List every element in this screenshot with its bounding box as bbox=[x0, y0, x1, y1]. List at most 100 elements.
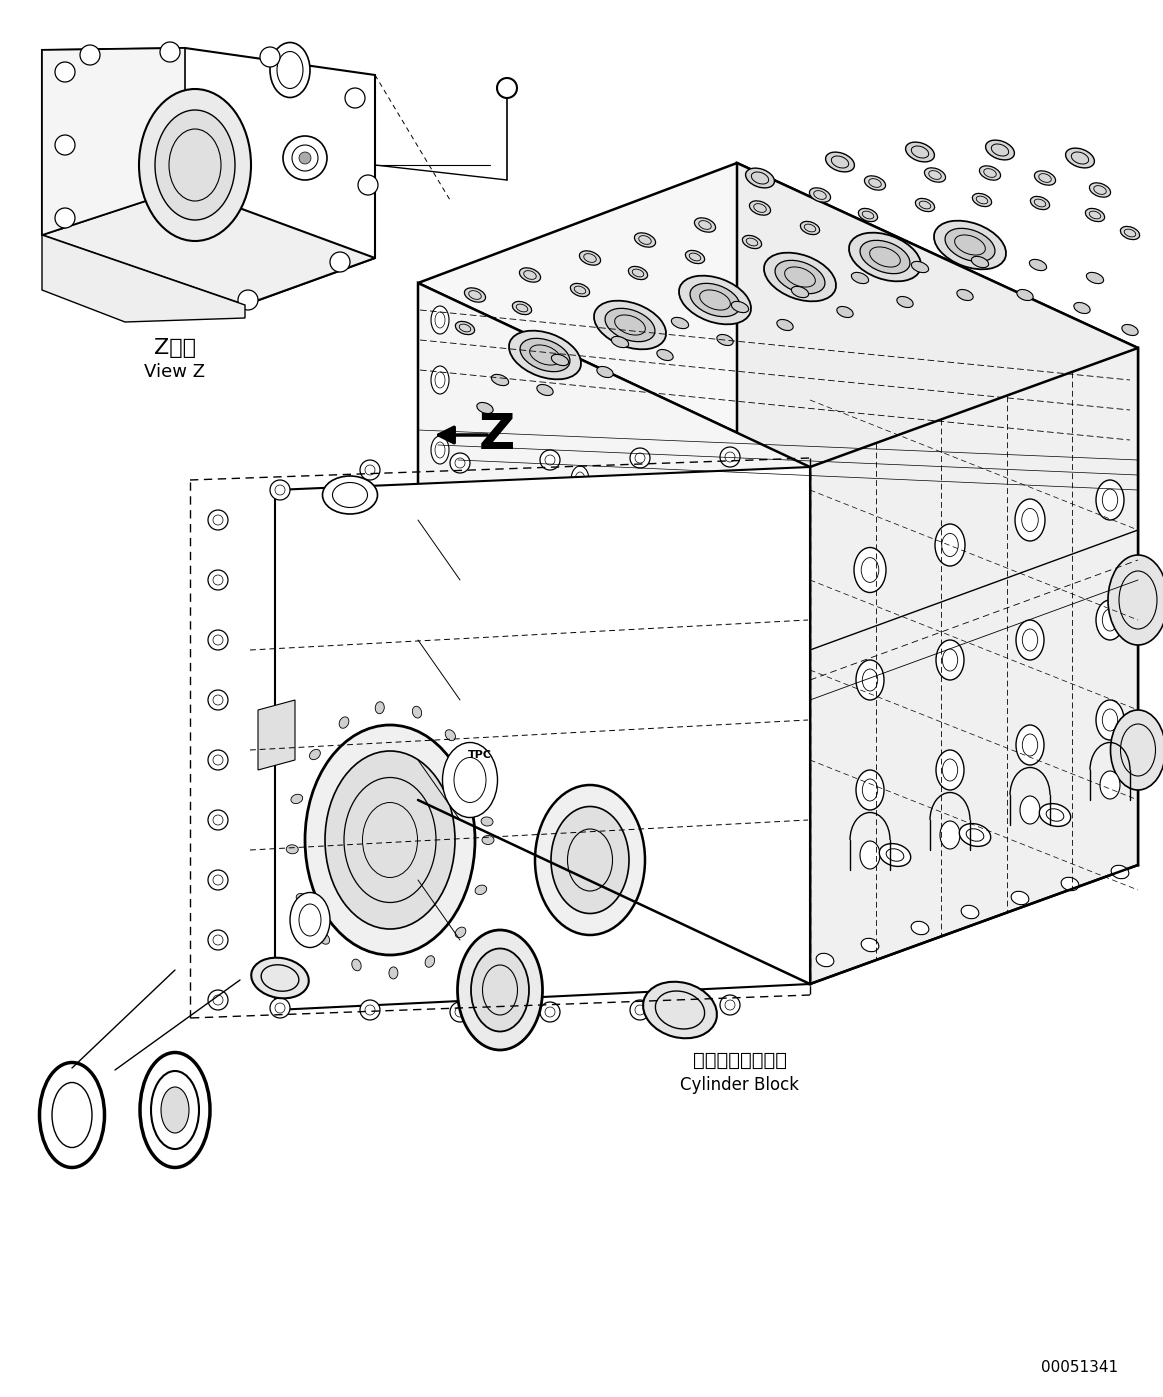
Circle shape bbox=[238, 291, 258, 310]
Ellipse shape bbox=[671, 317, 688, 328]
Ellipse shape bbox=[431, 436, 449, 464]
Polygon shape bbox=[737, 163, 1139, 865]
Ellipse shape bbox=[492, 374, 508, 386]
Text: Z: Z bbox=[479, 411, 515, 460]
Ellipse shape bbox=[897, 296, 913, 307]
Circle shape bbox=[208, 510, 228, 529]
Polygon shape bbox=[809, 348, 1139, 983]
Circle shape bbox=[720, 447, 740, 467]
Ellipse shape bbox=[679, 275, 751, 324]
Ellipse shape bbox=[388, 967, 398, 979]
Ellipse shape bbox=[690, 284, 740, 317]
Ellipse shape bbox=[935, 524, 965, 566]
Ellipse shape bbox=[694, 218, 715, 232]
Ellipse shape bbox=[520, 338, 570, 372]
Circle shape bbox=[208, 690, 228, 710]
Ellipse shape bbox=[946, 228, 996, 261]
Ellipse shape bbox=[979, 166, 1000, 180]
Ellipse shape bbox=[413, 707, 422, 718]
Ellipse shape bbox=[160, 1087, 190, 1133]
Ellipse shape bbox=[551, 355, 569, 366]
Circle shape bbox=[450, 1002, 470, 1023]
Ellipse shape bbox=[1096, 599, 1123, 640]
Ellipse shape bbox=[340, 717, 349, 728]
Circle shape bbox=[208, 870, 228, 890]
Ellipse shape bbox=[594, 300, 666, 349]
Ellipse shape bbox=[742, 236, 762, 249]
Ellipse shape bbox=[537, 384, 554, 395]
Ellipse shape bbox=[628, 267, 648, 279]
Circle shape bbox=[299, 152, 311, 163]
Ellipse shape bbox=[1100, 771, 1120, 799]
Ellipse shape bbox=[551, 806, 629, 914]
Circle shape bbox=[361, 1000, 380, 1020]
Ellipse shape bbox=[464, 288, 486, 302]
Ellipse shape bbox=[513, 302, 531, 314]
Ellipse shape bbox=[936, 640, 964, 680]
Ellipse shape bbox=[856, 770, 884, 810]
Polygon shape bbox=[418, 284, 809, 983]
Circle shape bbox=[55, 208, 74, 228]
Ellipse shape bbox=[791, 286, 808, 298]
Ellipse shape bbox=[1016, 620, 1044, 659]
Ellipse shape bbox=[854, 548, 886, 592]
Ellipse shape bbox=[858, 208, 878, 222]
Ellipse shape bbox=[849, 233, 921, 281]
Ellipse shape bbox=[251, 958, 308, 999]
Ellipse shape bbox=[906, 142, 934, 162]
Text: 00051341: 00051341 bbox=[1041, 1361, 1119, 1376]
Polygon shape bbox=[42, 47, 185, 235]
Ellipse shape bbox=[322, 476, 378, 514]
Ellipse shape bbox=[445, 729, 456, 740]
Ellipse shape bbox=[1111, 865, 1129, 879]
Ellipse shape bbox=[286, 845, 298, 854]
Ellipse shape bbox=[431, 306, 449, 334]
Ellipse shape bbox=[1096, 481, 1123, 520]
Ellipse shape bbox=[481, 817, 493, 826]
Ellipse shape bbox=[777, 320, 793, 331]
Circle shape bbox=[55, 136, 74, 155]
Ellipse shape bbox=[376, 701, 384, 714]
Ellipse shape bbox=[936, 750, 964, 789]
Ellipse shape bbox=[691, 666, 709, 694]
Ellipse shape bbox=[856, 659, 884, 700]
Ellipse shape bbox=[1085, 208, 1105, 222]
Ellipse shape bbox=[826, 152, 855, 172]
Ellipse shape bbox=[1086, 272, 1104, 284]
Text: シリンダブロック: シリンダブロック bbox=[693, 1051, 787, 1070]
Ellipse shape bbox=[431, 717, 449, 745]
Polygon shape bbox=[42, 235, 245, 321]
Ellipse shape bbox=[605, 309, 655, 342]
Circle shape bbox=[630, 1000, 650, 1020]
Circle shape bbox=[450, 453, 470, 474]
Circle shape bbox=[540, 450, 561, 469]
Polygon shape bbox=[274, 467, 809, 1010]
Ellipse shape bbox=[1030, 197, 1050, 210]
Ellipse shape bbox=[911, 921, 929, 935]
Ellipse shape bbox=[915, 198, 935, 211]
Ellipse shape bbox=[290, 893, 330, 947]
Circle shape bbox=[135, 275, 155, 295]
Ellipse shape bbox=[800, 221, 820, 235]
Ellipse shape bbox=[732, 302, 749, 313]
Ellipse shape bbox=[455, 928, 466, 937]
Ellipse shape bbox=[469, 768, 480, 778]
Ellipse shape bbox=[959, 824, 991, 847]
Ellipse shape bbox=[685, 250, 705, 264]
Circle shape bbox=[361, 460, 380, 481]
Ellipse shape bbox=[1040, 803, 1071, 827]
Ellipse shape bbox=[1016, 289, 1033, 300]
Ellipse shape bbox=[864, 176, 885, 190]
Ellipse shape bbox=[691, 486, 709, 514]
Ellipse shape bbox=[1108, 555, 1163, 645]
Ellipse shape bbox=[1073, 303, 1090, 313]
Ellipse shape bbox=[477, 402, 493, 414]
Ellipse shape bbox=[535, 785, 645, 935]
Ellipse shape bbox=[426, 956, 435, 967]
Ellipse shape bbox=[305, 725, 475, 956]
Ellipse shape bbox=[442, 742, 498, 817]
Ellipse shape bbox=[319, 933, 329, 944]
Ellipse shape bbox=[431, 366, 449, 394]
Polygon shape bbox=[418, 163, 1139, 467]
Circle shape bbox=[208, 930, 228, 950]
